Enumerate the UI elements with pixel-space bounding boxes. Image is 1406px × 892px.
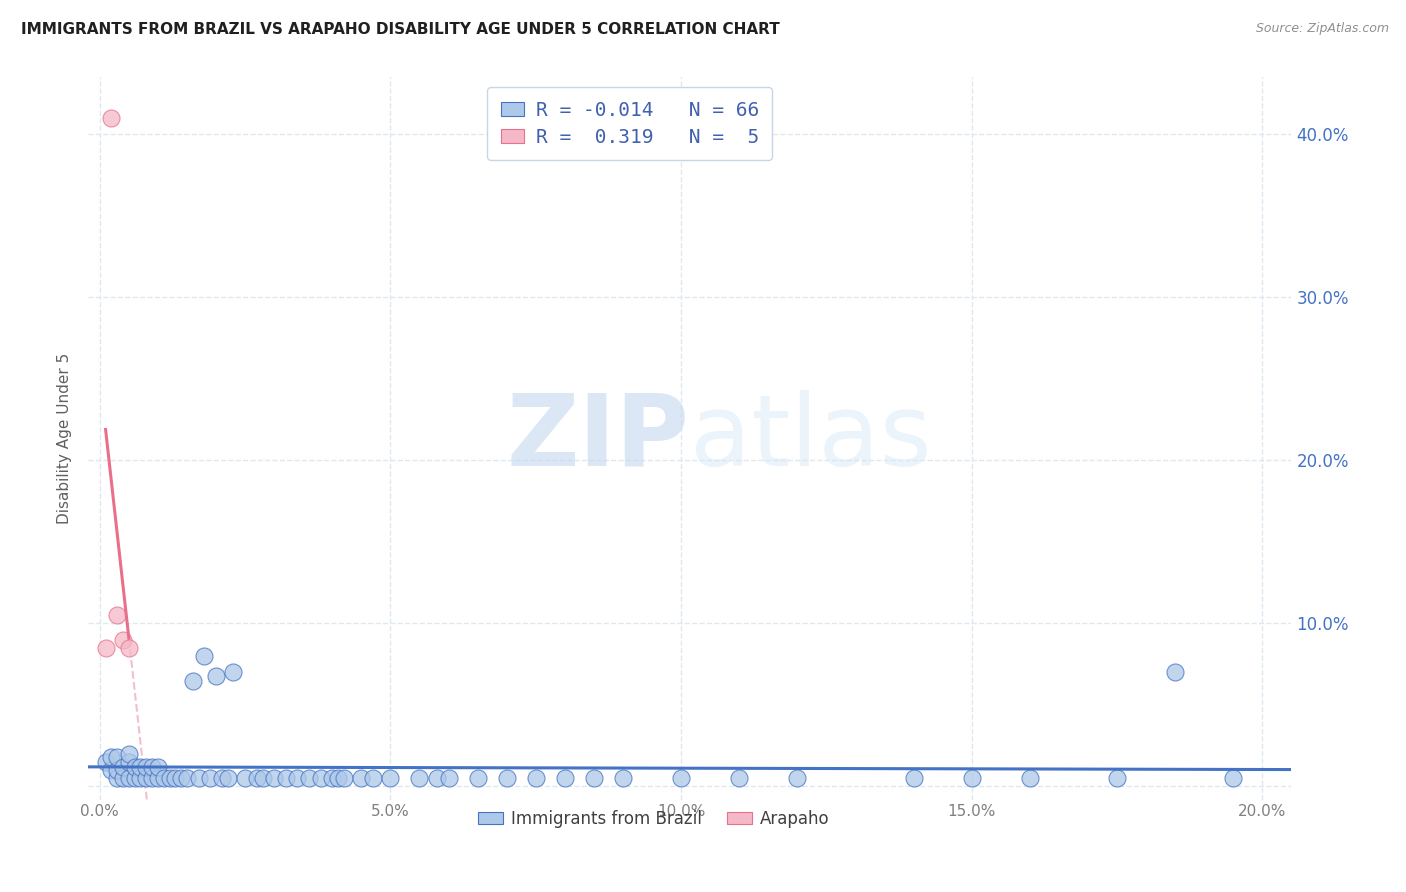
Point — [146, 760, 169, 774]
Point — [118, 747, 141, 761]
Point — [263, 772, 285, 786]
Point — [669, 772, 692, 786]
Point — [554, 772, 576, 786]
Point — [118, 772, 141, 786]
Point — [112, 760, 135, 774]
Point — [187, 772, 209, 786]
Text: Source: ZipAtlas.com: Source: ZipAtlas.com — [1256, 22, 1389, 36]
Text: ZIP: ZIP — [508, 390, 690, 487]
Point — [612, 772, 634, 786]
Point — [333, 772, 356, 786]
Point — [309, 772, 332, 786]
Point — [135, 772, 157, 786]
Point — [105, 763, 128, 777]
Point — [222, 665, 245, 680]
Point — [129, 772, 152, 786]
Point — [321, 772, 343, 786]
Point — [728, 772, 751, 786]
Point — [408, 772, 430, 786]
Point — [252, 772, 274, 786]
Point — [105, 750, 128, 764]
Point — [350, 772, 373, 786]
Point — [193, 649, 215, 664]
Point — [181, 673, 204, 688]
Point — [786, 772, 808, 786]
Point — [118, 755, 141, 769]
Point — [94, 640, 117, 655]
Point — [524, 772, 547, 786]
Point — [211, 772, 233, 786]
Y-axis label: Disability Age Under 5: Disability Age Under 5 — [58, 353, 72, 524]
Point — [326, 772, 349, 786]
Point — [112, 772, 135, 786]
Point — [152, 772, 174, 786]
Point — [100, 750, 122, 764]
Point — [159, 772, 181, 786]
Point — [141, 760, 163, 774]
Point — [141, 772, 163, 786]
Point — [112, 632, 135, 647]
Point — [217, 772, 239, 786]
Text: IMMIGRANTS FROM BRAZIL VS ARAPAHO DISABILITY AGE UNDER 5 CORRELATION CHART: IMMIGRANTS FROM BRAZIL VS ARAPAHO DISABI… — [21, 22, 780, 37]
Point — [165, 772, 187, 786]
Point — [298, 772, 321, 786]
Point — [105, 608, 128, 623]
Point — [960, 772, 983, 786]
Point — [94, 755, 117, 769]
Point — [287, 772, 309, 786]
Point — [1105, 772, 1128, 786]
Point — [246, 772, 269, 786]
Point — [170, 772, 193, 786]
Point — [274, 772, 297, 786]
Point — [233, 772, 256, 786]
Point — [129, 760, 152, 774]
Legend: Immigrants from Brazil, Arapaho: Immigrants from Brazil, Arapaho — [471, 803, 837, 835]
Point — [200, 772, 222, 786]
Point — [380, 772, 402, 786]
Point — [1222, 772, 1244, 786]
Point — [118, 640, 141, 655]
Point — [426, 772, 449, 786]
Point — [135, 760, 157, 774]
Point — [437, 772, 460, 786]
Point — [124, 772, 146, 786]
Point — [176, 772, 198, 786]
Point — [205, 668, 228, 682]
Point — [105, 772, 128, 786]
Point — [146, 772, 169, 786]
Point — [361, 772, 384, 786]
Point — [467, 772, 489, 786]
Point — [100, 763, 122, 777]
Point — [100, 111, 122, 125]
Point — [1164, 665, 1187, 680]
Point — [903, 772, 925, 786]
Point — [582, 772, 605, 786]
Point — [495, 772, 517, 786]
Point — [124, 760, 146, 774]
Point — [1018, 772, 1040, 786]
Text: atlas: atlas — [690, 390, 931, 487]
